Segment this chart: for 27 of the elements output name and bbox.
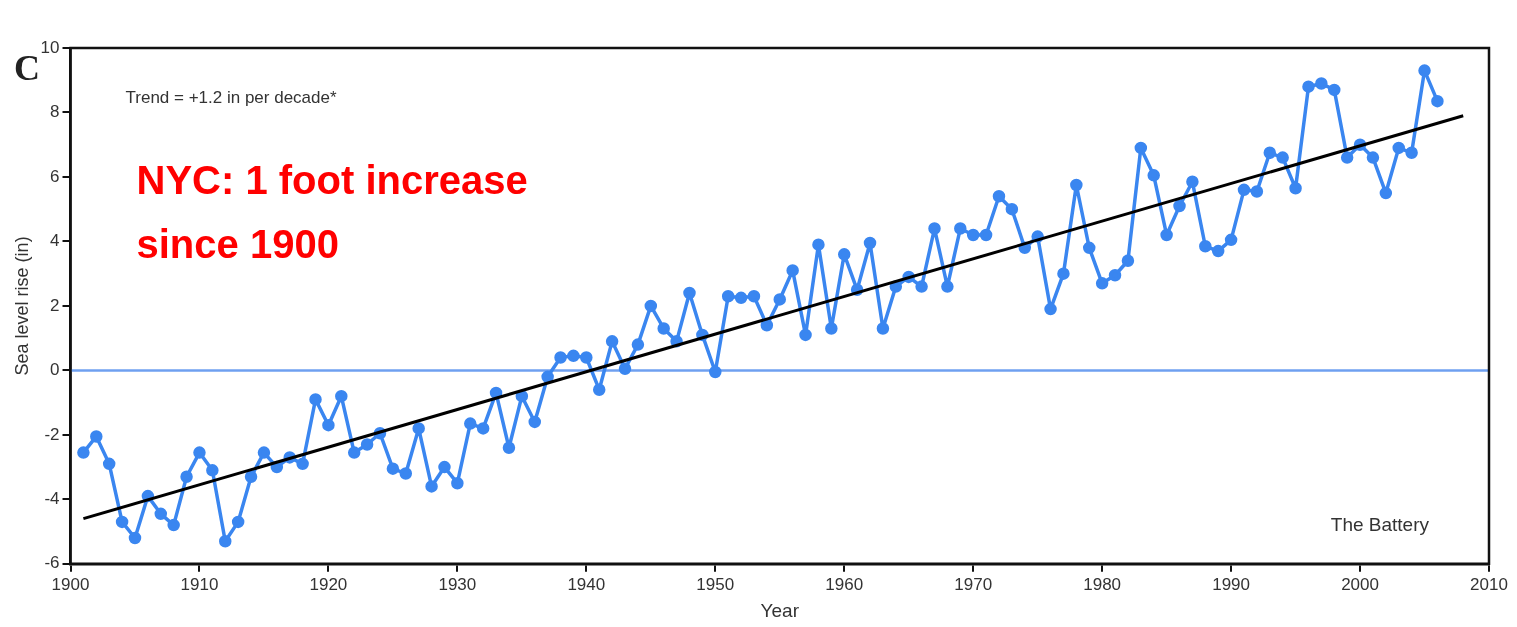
x-tick-label: 1930 [438,574,477,594]
x-axis-title: Year [760,599,800,621]
y-tick-label: 0 [50,360,60,380]
x-tick-label: 1950 [696,574,735,594]
y-tick-label: -4 [44,489,60,509]
x-tick-label: 1920 [309,574,348,594]
annotation: Trend = +1.2 in per decade* [125,87,337,107]
x-tick-label: 1940 [567,574,606,594]
y-axis-title: Sea level rise (in) [11,236,32,376]
y-tick-label: -2 [44,424,60,444]
x-tick-label: 1960 [825,574,864,594]
x-tick-label: 1910 [180,574,219,594]
x-tick-label: 1980 [1083,574,1122,594]
annotation: The Battery [1330,514,1430,536]
annotation: NYC: 1 foot increase since 1900 [136,158,528,267]
y-tick-label: -6 [44,553,60,573]
x-tick-label: 1970 [954,574,993,594]
x-tick-label: 1900 [51,574,90,594]
x-tick-label: 2000 [1341,574,1379,594]
y-tick-label: 10 [40,37,60,57]
text: C [14,48,40,88]
x-tick-label: 2010 [1470,574,1508,594]
y-tick-label: 6 [50,166,60,186]
y-tick-label: 4 [50,231,60,251]
x-tick-label: 1990 [1212,574,1251,594]
y-tick-label: 8 [50,102,60,122]
y-tick-label: 2 [50,295,60,315]
